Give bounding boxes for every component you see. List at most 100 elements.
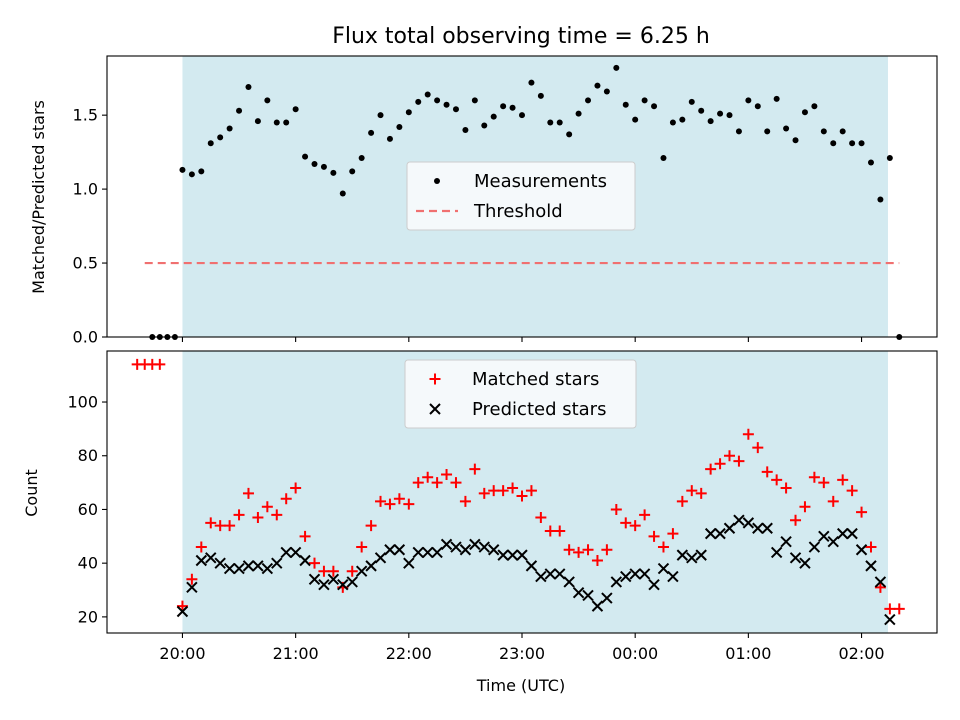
measurement-point (886, 155, 893, 162)
predicted-star-point (582, 589, 594, 602)
x-tick-label: 01:00 (725, 644, 771, 663)
matched-star-point (233, 509, 245, 521)
matched-star-point (874, 581, 886, 593)
predicted-star-point (261, 562, 274, 575)
matched-star-point (818, 477, 830, 489)
matched-star-point (516, 490, 528, 502)
predicted-star-point (384, 544, 396, 556)
measurement-point (566, 131, 573, 138)
measurement-point (867, 159, 874, 166)
measurement-point (292, 106, 299, 113)
measurement-point (452, 106, 459, 113)
measurement-point (745, 97, 752, 104)
matched-star-point (893, 603, 905, 615)
chart-title: Flux total observing time = 6.25 h (332, 24, 710, 49)
measurement-point (707, 118, 714, 125)
matched-star-point (205, 517, 217, 529)
predicted-star-point (544, 568, 557, 580)
matched-star-point (403, 498, 415, 510)
matched-star-point (761, 466, 773, 478)
matched-star-point (790, 514, 802, 526)
matched-star-point (488, 485, 500, 497)
predicted-star-point (657, 562, 670, 575)
measurement-point (613, 64, 620, 71)
measurement-point (641, 97, 648, 104)
predicted-star-point (836, 527, 849, 540)
measurement-point (245, 84, 252, 91)
predicted-star-point (308, 573, 321, 585)
predicted-star-point (205, 552, 217, 564)
predicted-star-point (714, 527, 726, 540)
x-tick-label: 22:00 (386, 644, 432, 663)
predicted-star-point (450, 541, 462, 553)
measurement-point (528, 79, 535, 86)
measurement-point (735, 128, 742, 135)
predicted-star-point (535, 570, 547, 583)
predicted-star-point (591, 600, 604, 612)
predicted-star-point (855, 544, 868, 556)
matched-star-point (261, 501, 273, 513)
matched-star-point (648, 530, 660, 542)
matched-star-point (431, 477, 443, 489)
y-tick-label: 100 (67, 393, 98, 412)
matched-star-point (856, 506, 868, 518)
predicted-star-point (318, 578, 330, 591)
predicted-star-point (770, 546, 783, 559)
y-tick-label: 0.0 (73, 328, 98, 347)
predicted-star-point (186, 581, 198, 594)
measurement-point (264, 97, 271, 104)
y-tick-label: 0.5 (73, 254, 98, 273)
measurement-point (537, 92, 544, 99)
measurement-point (839, 128, 846, 135)
matched-star-point (507, 482, 519, 494)
predicted-star-point (355, 565, 368, 577)
matched-star-point (459, 495, 471, 507)
predicted-star-point (620, 570, 632, 583)
matched-star-point (771, 474, 783, 486)
x-tick-label: 20:00 (159, 644, 205, 663)
measurement-point (585, 97, 592, 104)
measurement-point (349, 168, 356, 175)
legend-x-marker (429, 403, 441, 415)
predicted-star-point (242, 560, 255, 572)
measurement-point (471, 97, 478, 104)
predicted-star-point (289, 546, 302, 559)
measurement-point (547, 119, 554, 126)
matched-star-point (591, 554, 603, 566)
legend-label: Threshold (473, 201, 563, 222)
matched-star-point (271, 509, 283, 521)
matched-star-point (724, 450, 735, 462)
predicted-star-point (365, 560, 377, 572)
measurement-point (698, 107, 705, 114)
matched-star-point (412, 477, 424, 489)
matched-star-point (375, 495, 387, 507)
x-tick-label: 02:00 (838, 644, 884, 663)
matched-star-point (837, 474, 849, 486)
predicted-star-point (676, 549, 689, 561)
measurement-point (358, 155, 365, 162)
measurement-point (330, 169, 337, 176)
top-y-axis-label: Matched/Predicted stars (29, 100, 48, 294)
measurement-point (377, 112, 384, 119)
predicted-star-point (195, 554, 208, 567)
predicted-star-point (667, 570, 679, 583)
legend-label: Predicted stars (472, 399, 606, 420)
legend-box (406, 161, 636, 231)
measurement-point (783, 125, 790, 132)
measurement-point (415, 98, 422, 105)
predicted-star-point (629, 568, 641, 580)
matched-star-point (799, 501, 811, 513)
y-tick-label: 80 (78, 446, 98, 465)
predicted-star-point (874, 576, 887, 588)
measurement-point (217, 134, 224, 141)
measurement-point (283, 119, 290, 126)
matched-star-point (884, 603, 896, 615)
x-axis-label: Time (UTC) (476, 676, 565, 695)
measurement-point (311, 160, 318, 167)
matched-star-point (563, 544, 575, 556)
measurement-point (669, 119, 676, 126)
x-tick-label: 00:00 (612, 644, 658, 663)
measurement-point (632, 116, 639, 123)
y-tick-label: 1.5 (73, 106, 98, 125)
predicted-star-point (327, 573, 340, 585)
